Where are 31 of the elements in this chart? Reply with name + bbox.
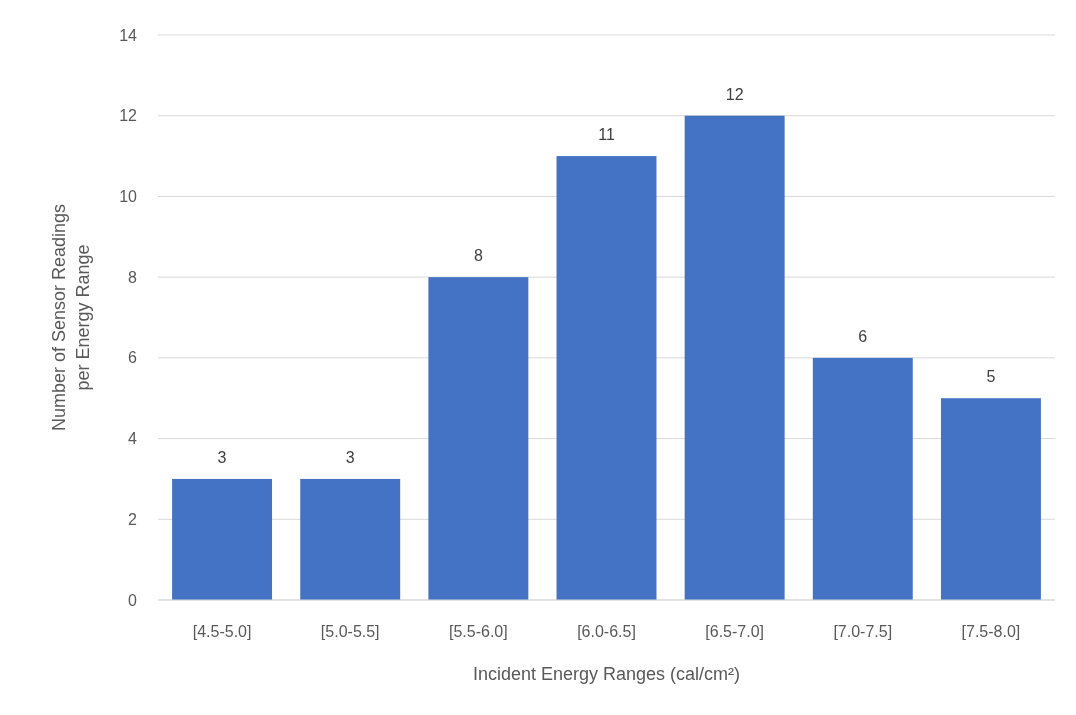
bar	[812, 357, 913, 600]
data-label: 12	[725, 85, 744, 103]
x-tick-label: [4.5-5.0]	[192, 623, 252, 640]
data-label: 3	[345, 448, 355, 466]
y-tick-label: 12	[119, 107, 138, 125]
y-axis-title: Number of Sensor Readings per Energy Range	[49, 203, 93, 432]
bar	[684, 115, 785, 600]
bar	[940, 398, 1041, 600]
y-tick-label: 10	[119, 188, 138, 206]
y-tick-label: 8	[128, 268, 138, 286]
y-tick-label: 14	[119, 26, 138, 44]
x-axis-title: Incident Energy Ranges (cal/cm²)	[472, 664, 741, 684]
x-tick-label: [6.0-6.5]	[577, 623, 636, 640]
data-label: 6	[858, 327, 868, 345]
y-tick-label: 0	[128, 591, 138, 609]
bar	[556, 156, 657, 600]
data-label: 3	[217, 448, 227, 466]
x-tick-label: [7.0-7.5]	[833, 623, 893, 640]
x-tick-label: [5.0-5.5]	[320, 623, 380, 640]
x-tick-label: [6.5-7.0]	[705, 623, 764, 640]
bar	[428, 277, 529, 600]
data-label: 5	[986, 368, 996, 386]
y-tick-label: 4	[128, 430, 138, 448]
data-label: 8	[473, 247, 483, 265]
bar	[300, 478, 401, 600]
bar	[172, 478, 273, 600]
x-tick-label: [7.5-8.0]	[961, 623, 1021, 640]
x-tick-label: [5.5-6.0]	[449, 623, 508, 640]
data-label: 11	[598, 126, 615, 144]
y-tick-label: 2	[128, 510, 138, 528]
y-tick-label: 6	[128, 349, 138, 367]
